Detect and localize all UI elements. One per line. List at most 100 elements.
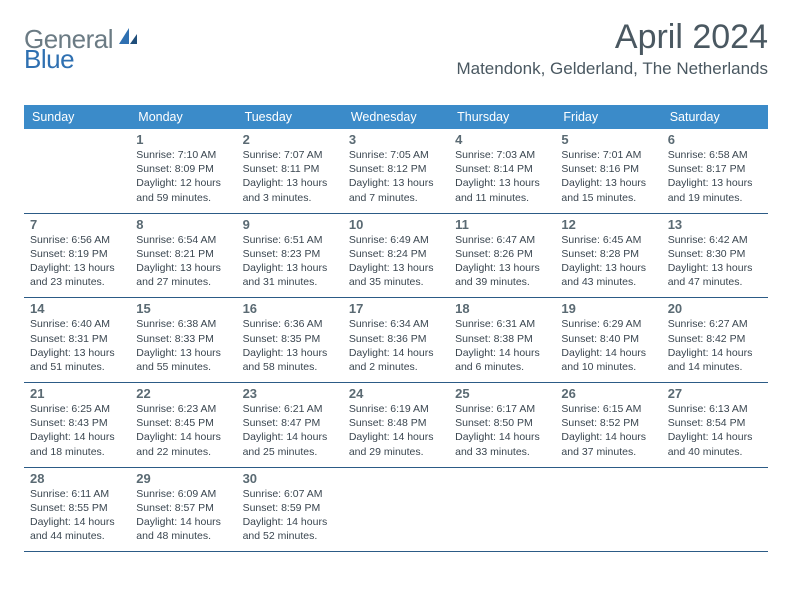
sunrise-line: Sunrise: 6:13 AM <box>668 402 762 416</box>
daylight-line: Daylight: 13 hours <box>136 261 230 275</box>
calendar-day-cell: 13Sunrise: 6:42 AMSunset: 8:30 PMDayligh… <box>662 213 768 298</box>
calendar-day-cell: 17Sunrise: 6:34 AMSunset: 8:36 PMDayligh… <box>343 298 449 383</box>
daylight-line: Daylight: 13 hours <box>561 261 655 275</box>
daylight-line: and 29 minutes. <box>349 445 443 459</box>
calendar-empty-cell <box>449 467 555 552</box>
day-number: 27 <box>668 386 762 401</box>
daylight-line: and 15 minutes. <box>561 191 655 205</box>
day-number: 2 <box>243 132 337 147</box>
calendar-day-cell: 16Sunrise: 6:36 AMSunset: 8:35 PMDayligh… <box>237 298 343 383</box>
sunset-line: Sunset: 8:59 PM <box>243 501 337 515</box>
daylight-line: and 23 minutes. <box>30 275 124 289</box>
sunset-line: Sunset: 8:16 PM <box>561 162 655 176</box>
daylight-line: and 2 minutes. <box>349 360 443 374</box>
daylight-line: and 18 minutes. <box>30 445 124 459</box>
daylight-line: and 6 minutes. <box>455 360 549 374</box>
sunrise-line: Sunrise: 7:05 AM <box>349 148 443 162</box>
day-number: 23 <box>243 386 337 401</box>
calendar-day-cell: 18Sunrise: 6:31 AMSunset: 8:38 PMDayligh… <box>449 298 555 383</box>
weekday-row: SundayMondayTuesdayWednesdayThursdayFrid… <box>24 105 768 129</box>
sunrise-line: Sunrise: 6:40 AM <box>30 317 124 331</box>
daylight-line: and 25 minutes. <box>243 445 337 459</box>
day-number: 20 <box>668 301 762 316</box>
daylight-line: Daylight: 14 hours <box>30 430 124 444</box>
calendar-table: SundayMondayTuesdayWednesdayThursdayFrid… <box>24 105 768 552</box>
calendar-page: General April 2024 Matendonk, Gelderland… <box>0 0 792 552</box>
calendar-day-cell: 10Sunrise: 6:49 AMSunset: 8:24 PMDayligh… <box>343 213 449 298</box>
calendar-day-cell: 6Sunrise: 6:58 AMSunset: 8:17 PMDaylight… <box>662 129 768 213</box>
sunrise-line: Sunrise: 6:36 AM <box>243 317 337 331</box>
sunset-line: Sunset: 8:55 PM <box>30 501 124 515</box>
sunset-line: Sunset: 8:52 PM <box>561 416 655 430</box>
sunset-line: Sunset: 8:36 PM <box>349 332 443 346</box>
calendar-empty-cell <box>555 467 661 552</box>
day-number: 10 <box>349 217 443 232</box>
sunrise-line: Sunrise: 6:38 AM <box>136 317 230 331</box>
calendar-day-cell: 20Sunrise: 6:27 AMSunset: 8:42 PMDayligh… <box>662 298 768 383</box>
day-number: 7 <box>30 217 124 232</box>
sunset-line: Sunset: 8:47 PM <box>243 416 337 430</box>
daylight-line: and 11 minutes. <box>455 191 549 205</box>
daylight-line: and 58 minutes. <box>243 360 337 374</box>
sunset-line: Sunset: 8:50 PM <box>455 416 549 430</box>
calendar-week-row: 28Sunrise: 6:11 AMSunset: 8:55 PMDayligh… <box>24 467 768 552</box>
calendar-day-cell: 1Sunrise: 7:10 AMSunset: 8:09 PMDaylight… <box>130 129 236 213</box>
daylight-line: Daylight: 14 hours <box>455 430 549 444</box>
daylight-line: Daylight: 13 hours <box>136 346 230 360</box>
daylight-line: Daylight: 13 hours <box>349 176 443 190</box>
daylight-line: and 59 minutes. <box>136 191 230 205</box>
sunrise-line: Sunrise: 6:23 AM <box>136 402 230 416</box>
daylight-line: Daylight: 14 hours <box>349 430 443 444</box>
day-number: 3 <box>349 132 443 147</box>
daylight-line: and 22 minutes. <box>136 445 230 459</box>
sunrise-line: Sunrise: 6:27 AM <box>668 317 762 331</box>
month-title: April 2024 <box>456 18 768 57</box>
day-number: 1 <box>136 132 230 147</box>
day-number: 14 <box>30 301 124 316</box>
daylight-line: and 39 minutes. <box>455 275 549 289</box>
sunset-line: Sunset: 8:19 PM <box>30 247 124 261</box>
daylight-line: Daylight: 13 hours <box>455 176 549 190</box>
sunrise-line: Sunrise: 6:49 AM <box>349 233 443 247</box>
daylight-line: and 44 minutes. <box>30 529 124 543</box>
day-number: 11 <box>455 217 549 232</box>
sunset-line: Sunset: 8:40 PM <box>561 332 655 346</box>
calendar-day-cell: 12Sunrise: 6:45 AMSunset: 8:28 PMDayligh… <box>555 213 661 298</box>
sunrise-line: Sunrise: 6:45 AM <box>561 233 655 247</box>
sunset-line: Sunset: 8:31 PM <box>30 332 124 346</box>
daylight-line: and 47 minutes. <box>668 275 762 289</box>
calendar-day-cell: 30Sunrise: 6:07 AMSunset: 8:59 PMDayligh… <box>237 467 343 552</box>
sunset-line: Sunset: 8:42 PM <box>668 332 762 346</box>
sunrise-line: Sunrise: 6:42 AM <box>668 233 762 247</box>
calendar-day-cell: 9Sunrise: 6:51 AMSunset: 8:23 PMDaylight… <box>237 213 343 298</box>
weekday-header: Monday <box>130 105 236 129</box>
daylight-line: Daylight: 13 hours <box>349 261 443 275</box>
calendar-empty-cell <box>662 467 768 552</box>
weekday-header: Friday <box>555 105 661 129</box>
sunset-line: Sunset: 8:43 PM <box>30 416 124 430</box>
daylight-line: Daylight: 13 hours <box>668 176 762 190</box>
weekday-header: Tuesday <box>237 105 343 129</box>
sunset-line: Sunset: 8:33 PM <box>136 332 230 346</box>
sunrise-line: Sunrise: 6:09 AM <box>136 487 230 501</box>
sunrise-line: Sunrise: 6:25 AM <box>30 402 124 416</box>
sunrise-line: Sunrise: 6:31 AM <box>455 317 549 331</box>
day-number: 8 <box>136 217 230 232</box>
weekday-header: Wednesday <box>343 105 449 129</box>
daylight-line: Daylight: 13 hours <box>30 346 124 360</box>
day-number: 28 <box>30 471 124 486</box>
header: General April 2024 Matendonk, Gelderland… <box>24 18 768 79</box>
calendar-day-cell: 22Sunrise: 6:23 AMSunset: 8:45 PMDayligh… <box>130 383 236 468</box>
daylight-line: and 33 minutes. <box>455 445 549 459</box>
daylight-line: Daylight: 13 hours <box>243 176 337 190</box>
daylight-line: and 48 minutes. <box>136 529 230 543</box>
day-number: 17 <box>349 301 443 316</box>
sunset-line: Sunset: 8:28 PM <box>561 247 655 261</box>
sunrise-line: Sunrise: 6:11 AM <box>30 487 124 501</box>
sunset-line: Sunset: 8:38 PM <box>455 332 549 346</box>
daylight-line: Daylight: 13 hours <box>455 261 549 275</box>
brand-word-2: Blue <box>24 44 74 74</box>
sunset-line: Sunset: 8:45 PM <box>136 416 230 430</box>
sunset-line: Sunset: 8:48 PM <box>349 416 443 430</box>
sunrise-line: Sunrise: 7:01 AM <box>561 148 655 162</box>
